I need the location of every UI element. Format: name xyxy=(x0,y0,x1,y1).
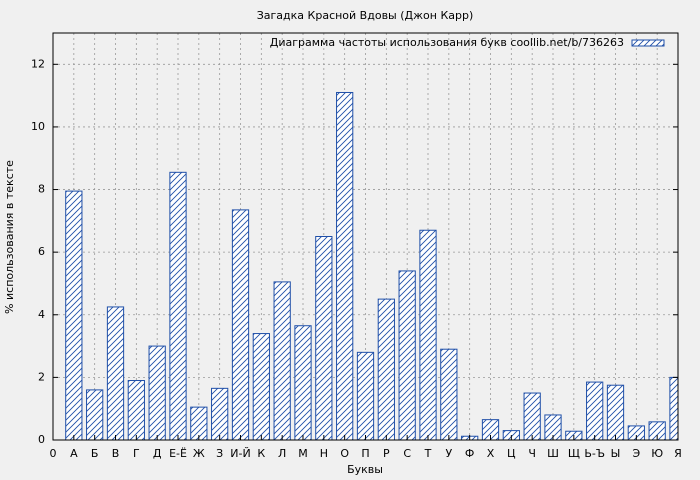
x-tick-label: Л xyxy=(278,447,286,460)
y-tick-label: 8 xyxy=(38,183,45,196)
x-tick-label: О xyxy=(340,447,349,460)
bar xyxy=(86,389,104,440)
x-tick-label: Ч xyxy=(528,447,536,460)
bar xyxy=(106,306,125,440)
x-tick-label: Р xyxy=(383,447,390,460)
bar xyxy=(440,348,458,440)
y-tick-label: 6 xyxy=(38,245,45,258)
bar xyxy=(398,270,416,440)
x-tick-label: П xyxy=(361,447,369,460)
bar xyxy=(190,406,208,440)
legend-label: Диаграмма частоты использования букв coo… xyxy=(270,36,624,49)
bar xyxy=(252,333,270,440)
x-tick-label: М xyxy=(298,447,308,460)
bar xyxy=(544,414,562,440)
y-axis-label: % использования в тексте xyxy=(3,160,16,314)
x-tick-label: Н xyxy=(320,447,328,460)
x-tick-label: Ф xyxy=(465,447,474,460)
x-tick-label: Щ xyxy=(568,447,580,460)
x-tick-label: Э xyxy=(632,447,640,460)
x-tick-label: А xyxy=(70,447,78,460)
x-tick-label: Б xyxy=(91,447,99,460)
bar xyxy=(606,384,625,440)
x-tick-label: Ц xyxy=(507,447,516,460)
y-tick-label: 12 xyxy=(31,57,45,70)
bar xyxy=(523,392,541,440)
x-tick-label: С xyxy=(403,447,411,460)
bars xyxy=(65,91,678,440)
x-axis-label: Буквы xyxy=(347,463,383,476)
bar xyxy=(336,91,354,440)
y-tick-label: 2 xyxy=(38,370,45,383)
bar xyxy=(669,376,678,440)
bar xyxy=(211,387,229,440)
bar xyxy=(148,345,166,440)
x-tick-label: 0 xyxy=(50,447,57,460)
x-tick-label: Я xyxy=(674,447,682,460)
x-tick-label: Е-Ё xyxy=(169,447,187,460)
legend: Диаграмма частоты использования букв coo… xyxy=(270,36,665,49)
x-tick-label: Х xyxy=(487,447,495,460)
y-tick-label: 10 xyxy=(31,120,45,133)
x-tick-label: Т xyxy=(424,447,432,460)
x-tick-label: И-Й xyxy=(230,447,250,460)
y-tick-label: 4 xyxy=(38,308,45,321)
x-tick-label: Ж xyxy=(193,447,205,460)
x-tick-label: Ю xyxy=(651,447,663,460)
x-tick-label: Ы xyxy=(611,447,621,460)
bar xyxy=(377,298,395,440)
x-tick-label: Д xyxy=(153,447,162,460)
bar xyxy=(648,421,666,440)
x-tick-label: З xyxy=(216,447,223,460)
bar xyxy=(127,380,145,440)
y-tick-label: 0 xyxy=(38,433,45,446)
x-tick-label: Г xyxy=(133,447,140,460)
x-tick-label: Ь-Ъ xyxy=(584,447,605,460)
bar xyxy=(169,171,187,440)
chart-title: Загадка Красной Вдовы (Джон Карр) xyxy=(257,9,474,22)
x-tick-label: В xyxy=(112,447,120,460)
bar xyxy=(586,381,604,440)
bar xyxy=(231,209,250,440)
legend-swatch xyxy=(631,39,665,47)
bar xyxy=(315,236,333,440)
x-tick-label: К xyxy=(257,447,265,460)
x-tick-label: Ш xyxy=(547,447,559,460)
x-tick-label: У xyxy=(445,447,452,460)
bar xyxy=(273,281,291,440)
bar xyxy=(356,351,375,440)
bar xyxy=(65,190,83,440)
bar xyxy=(294,325,312,440)
bar xyxy=(419,229,437,440)
